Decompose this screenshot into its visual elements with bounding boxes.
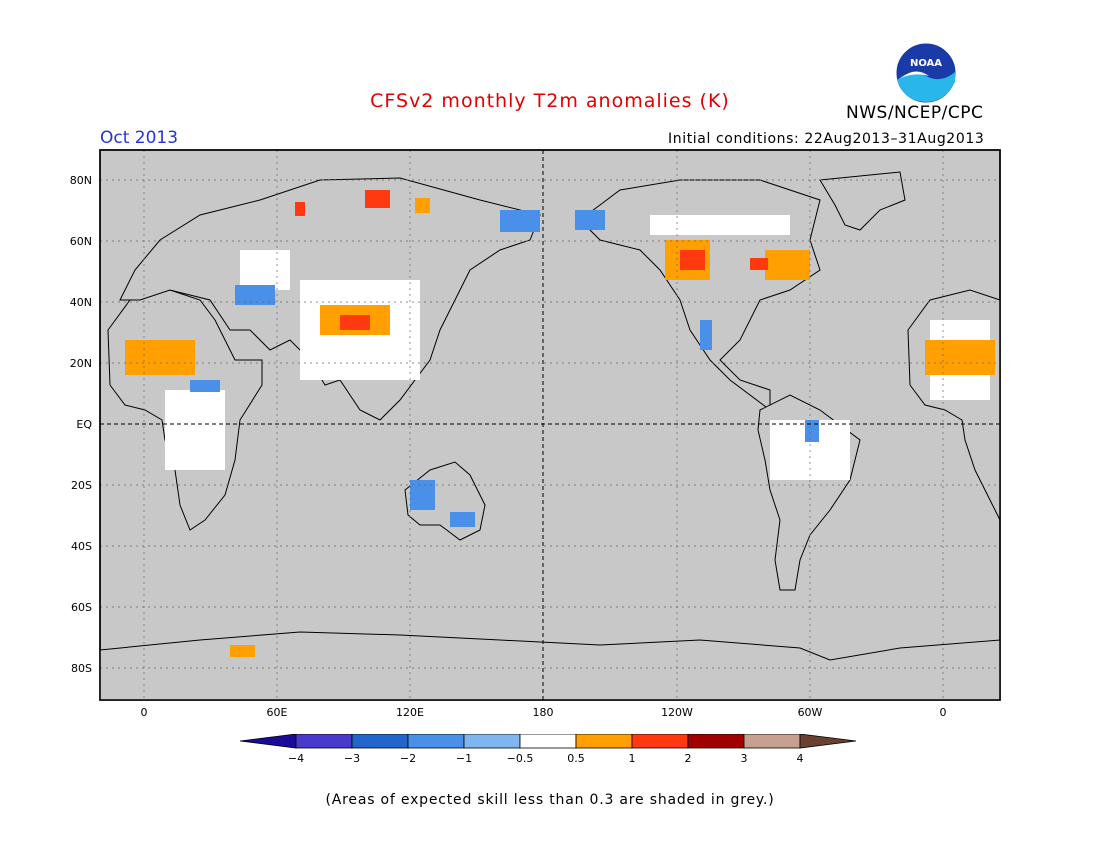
colorbar-swatch bbox=[351, 734, 409, 749]
patch-antarctica-orange bbox=[230, 645, 255, 657]
colorbar-swatch bbox=[575, 734, 633, 749]
north-america-outline bbox=[579, 179, 821, 411]
patch-tibet-red bbox=[340, 315, 370, 330]
colorbar-label: 3 bbox=[740, 752, 748, 765]
chart-title: CFSv2 monthly T2m anomalies (K) bbox=[370, 90, 730, 112]
lon-label-60e: 60E bbox=[266, 706, 288, 719]
patch-europe-white bbox=[240, 250, 290, 290]
patch-quebec-orange bbox=[765, 250, 810, 280]
patch-quebec-red bbox=[750, 258, 768, 270]
patch-siberia-red bbox=[365, 190, 390, 208]
lon-label-120w: 120W bbox=[661, 706, 693, 719]
noaa-logo: NOAA bbox=[895, 42, 957, 104]
hot-patches bbox=[295, 190, 768, 330]
cool-patches bbox=[190, 210, 819, 527]
lon-label-60w: 60W bbox=[797, 706, 823, 719]
patch-australia-blue bbox=[410, 480, 435, 510]
lat-label-20n: 20N bbox=[69, 357, 92, 370]
patch-africa-blue bbox=[190, 380, 220, 392]
patch-sahara-repeat-orange bbox=[925, 340, 995, 375]
patch-mexico-blue bbox=[700, 320, 712, 350]
skill-footnote: (Areas of expected skill less than 0.3 a… bbox=[325, 792, 775, 808]
colorbar-swatch bbox=[463, 734, 521, 749]
colorbar-label: 4 bbox=[796, 752, 804, 765]
grid-lines bbox=[100, 150, 1000, 700]
patch-canada-red bbox=[680, 250, 705, 270]
colorbar-swatch bbox=[519, 734, 577, 749]
patch-canada-white bbox=[650, 215, 790, 235]
lon-label-0-right: 0 bbox=[939, 706, 947, 719]
lat-label-eq: EQ bbox=[76, 418, 92, 431]
greenland-outline bbox=[819, 171, 906, 231]
colorbar-label: −1 bbox=[455, 752, 473, 765]
lat-label-40s: 40S bbox=[71, 540, 92, 553]
lat-label-60s: 60S bbox=[71, 601, 92, 614]
patch-caspian-blue bbox=[235, 285, 275, 305]
lon-label-0: 0 bbox=[140, 706, 148, 719]
agency-label: NWS/NCEP/CPC bbox=[846, 103, 984, 123]
colorbar-label: 0.5 bbox=[567, 752, 585, 765]
patch-australia2-blue bbox=[450, 512, 475, 527]
colorbar-swatch bbox=[295, 734, 353, 749]
lat-label-20s: 20S bbox=[71, 479, 92, 492]
colorbar-swatch bbox=[407, 734, 465, 749]
lon-label-120e: 120E bbox=[396, 706, 424, 719]
lon-label-180: 180 bbox=[532, 706, 554, 719]
initial-conditions: Initial conditions: 22Aug2013–31Aug2013 bbox=[668, 131, 985, 147]
colorbar-swatch bbox=[743, 734, 801, 749]
lat-label-80s: 80S bbox=[71, 662, 92, 675]
lat-label-40n: 40N bbox=[69, 296, 92, 309]
colorbar-arrow-low bbox=[240, 734, 297, 749]
colorbar-label: −0.5 bbox=[506, 752, 534, 765]
logo-text: NOAA bbox=[910, 58, 942, 69]
lat-label-60n: 60N bbox=[69, 235, 92, 248]
colorbar-label: −3 bbox=[343, 752, 361, 765]
colorbar-label: −4 bbox=[287, 752, 305, 765]
colorbar-label: 1 bbox=[628, 752, 636, 765]
colorbar-label: 2 bbox=[684, 752, 692, 765]
colorbar-swatch bbox=[631, 734, 689, 749]
colorbar-swatch bbox=[687, 734, 745, 749]
lat-label-80n: 80N bbox=[69, 174, 92, 187]
patch-siberia-orange bbox=[415, 198, 430, 213]
colorbar bbox=[240, 734, 857, 749]
colorbar-arrow-high bbox=[799, 734, 857, 749]
colorbar-label: −2 bbox=[399, 752, 417, 765]
patch-alaska-blue bbox=[575, 210, 605, 230]
patch-africa-white bbox=[165, 390, 225, 470]
patch-arctic-red bbox=[295, 202, 305, 216]
patch-amazon-blue bbox=[805, 420, 819, 442]
patch-east-siberia-blue bbox=[500, 210, 540, 232]
forecast-month: Oct 2013 bbox=[100, 128, 179, 148]
patch-sahara-orange bbox=[125, 340, 195, 375]
